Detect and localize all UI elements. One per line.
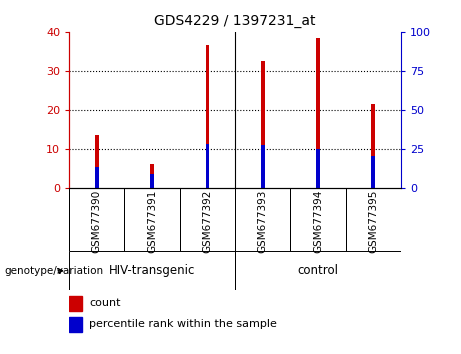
Text: GSM677393: GSM677393	[258, 189, 268, 253]
Text: HIV-transgenic: HIV-transgenic	[109, 264, 195, 277]
Bar	[346, 188, 401, 251]
Bar	[372, 104, 375, 188]
Text: GSM677394: GSM677394	[313, 189, 323, 253]
Text: count: count	[89, 298, 121, 308]
Bar	[206, 144, 209, 188]
Text: control: control	[298, 264, 338, 277]
Bar	[124, 188, 180, 251]
Bar	[206, 46, 209, 188]
Bar	[235, 188, 290, 251]
Bar	[69, 188, 124, 251]
Bar	[69, 296, 83, 311]
Text: percentile rank within the sample: percentile rank within the sample	[89, 319, 277, 330]
Bar	[235, 251, 401, 290]
Bar	[261, 61, 265, 188]
Bar	[150, 164, 154, 188]
Text: GSM677392: GSM677392	[202, 189, 213, 253]
Title: GDS4229 / 1397231_at: GDS4229 / 1397231_at	[154, 14, 316, 28]
Bar	[69, 251, 235, 290]
Bar	[316, 38, 320, 188]
Bar	[69, 317, 83, 332]
Bar	[95, 167, 99, 188]
Text: genotype/variation: genotype/variation	[5, 266, 104, 276]
Bar	[290, 188, 346, 251]
Bar	[372, 156, 375, 188]
Text: GSM677390: GSM677390	[92, 189, 102, 253]
Bar	[261, 145, 265, 188]
Bar	[150, 175, 154, 188]
Bar	[95, 135, 99, 188]
Text: GSM677395: GSM677395	[368, 189, 378, 253]
Bar	[180, 188, 235, 251]
Bar	[316, 149, 320, 188]
Text: GSM677391: GSM677391	[147, 189, 157, 253]
